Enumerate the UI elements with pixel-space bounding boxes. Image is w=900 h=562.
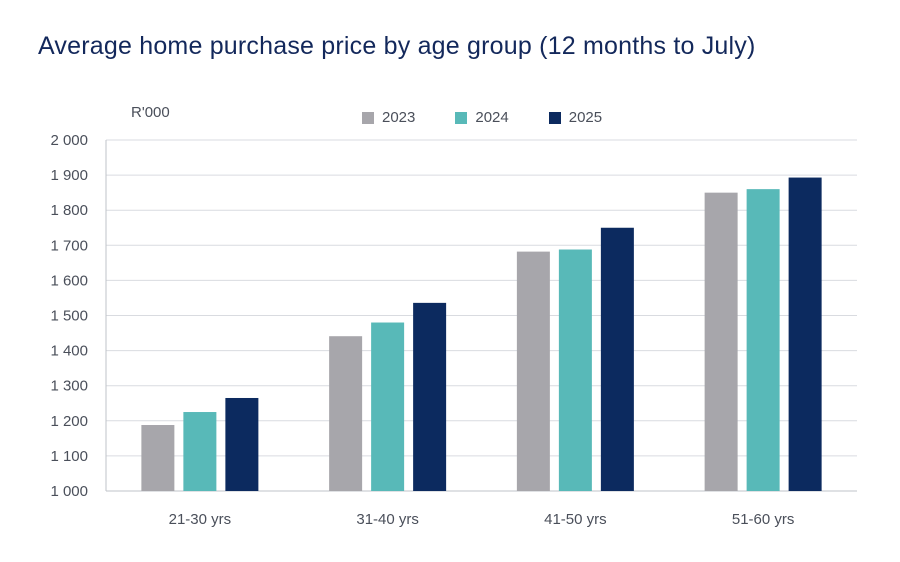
bar-2024-21-30-yrs <box>183 412 217 491</box>
bar-2024-31-40-yrs <box>371 322 405 491</box>
legend-swatch-2024 <box>455 111 468 124</box>
bar-2024-51-60-yrs <box>746 189 780 491</box>
y-tick-label: 2 000 <box>50 132 88 149</box>
bar-2025-21-30-yrs <box>225 397 259 491</box>
y-tick-label: 1 500 <box>50 308 88 325</box>
y-tick-label: 1 300 <box>50 378 88 395</box>
legend-swatch-2025 <box>548 111 561 124</box>
x-tick-label: 31-40 yrs <box>356 511 419 528</box>
y-tick-label: 1 800 <box>50 202 88 219</box>
legend-item-2023: 2023 <box>362 109 415 126</box>
x-axis-ticks: 21-30 yrs 31-40 yrs 41-50 yrs 51-60 yrs <box>169 511 795 528</box>
y-tick-label: 1 200 <box>50 413 88 430</box>
legend: 2023 2024 2025 <box>362 109 602 126</box>
bars <box>141 177 822 491</box>
y-tick-label: 1 400 <box>50 343 88 360</box>
y-tick-label: 1 900 <box>50 167 88 184</box>
y-tick-label: 1 100 <box>50 448 88 465</box>
y-tick-label: 1 700 <box>50 237 88 254</box>
bar-2024-41-50-yrs <box>558 249 592 491</box>
bar-2023-41-50-yrs <box>516 251 550 491</box>
y-axis-unit-label: R'000 <box>131 104 170 121</box>
legend-label-2023: 2023 <box>382 109 416 126</box>
bar-2025-51-60-yrs <box>788 177 822 491</box>
x-tick-label: 41-50 yrs <box>544 511 607 528</box>
bar-2025-31-40-yrs <box>413 302 447 491</box>
x-tick-label: 21-30 yrs <box>169 511 232 528</box>
gridlines <box>105 139 857 492</box>
x-tick-label: 51-60 yrs <box>732 511 795 528</box>
legend-item-2025: 2025 <box>548 109 603 126</box>
chart-title: Average home purchase price by age group… <box>38 32 756 60</box>
bar-2023-51-60-yrs <box>704 192 738 491</box>
legend-label-2025: 2025 <box>568 109 603 126</box>
y-tick-label: 1 000 <box>50 483 88 500</box>
y-axis-ticks: 1 000 1 100 1 200 1 300 1 400 1 500 1 600 1 700… <box>50 132 88 500</box>
legend-label-2024: 2024 <box>475 109 509 126</box>
bar-2023-31-40-yrs <box>329 336 363 491</box>
legend-item-2024: 2024 <box>455 109 509 126</box>
bar-2023-21-30-yrs <box>141 425 175 491</box>
legend-swatch-2023 <box>362 111 374 124</box>
bar-2025-41-50-yrs <box>600 227 634 491</box>
y-tick-label: 1 600 <box>50 272 88 289</box>
